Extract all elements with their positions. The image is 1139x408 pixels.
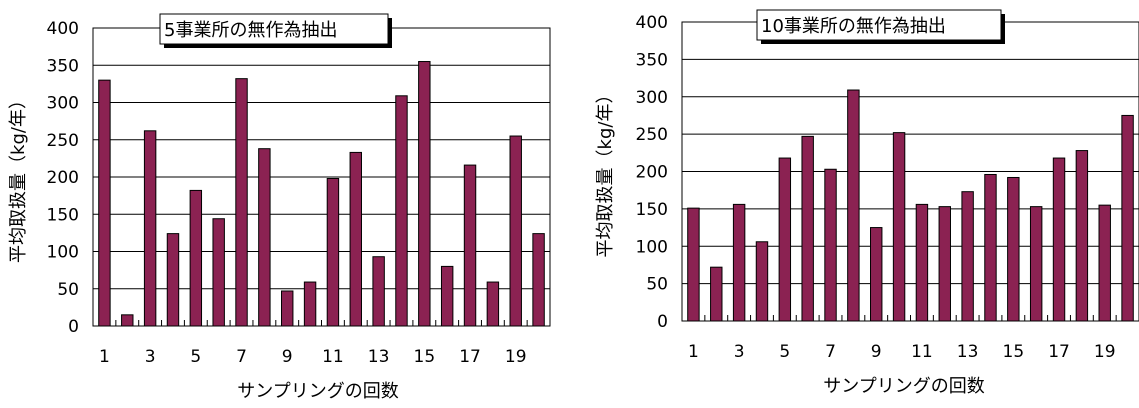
x-tick-label: 19: [1094, 342, 1116, 362]
x-tick-label: 13: [957, 342, 979, 362]
bar-7: [235, 78, 248, 327]
bar-17: [463, 164, 477, 327]
x-tick-label: 1: [688, 342, 699, 362]
y-tick-label: 300: [636, 88, 668, 108]
y-tick-label: 150: [47, 205, 79, 225]
bar-14: [395, 95, 408, 327]
bar-10: [303, 281, 317, 327]
title-box: [159, 13, 389, 45]
y-tick-label: 200: [636, 163, 668, 183]
x-tick-label: 5: [190, 347, 201, 367]
x-tick-label: 19: [505, 347, 527, 367]
bar-4: [755, 241, 769, 322]
bar-1: [687, 207, 700, 322]
y-tick-label: 400: [47, 19, 79, 39]
y-tick-label: 250: [636, 125, 668, 145]
bar-11: [915, 203, 929, 322]
bar-12: [938, 206, 951, 322]
x-tick-label: 9: [871, 342, 882, 362]
bar-2: [710, 266, 723, 322]
bar-20: [532, 233, 545, 327]
title-box: [756, 9, 1002, 41]
y-tick-label: 350: [47, 56, 79, 76]
x-tick-label: 11: [322, 347, 344, 367]
bar-2: [121, 314, 134, 327]
bar-9: [870, 227, 883, 322]
bar-18: [1075, 150, 1089, 322]
y-tick-label: 0: [657, 312, 668, 332]
y-tick-label: 400: [636, 13, 668, 33]
bar-5: [189, 189, 203, 327]
x-tick-label: 11: [911, 342, 933, 362]
y-axis-label: 平均取扱量（kg/年）: [595, 86, 616, 258]
y-tick-label: 50: [57, 280, 79, 300]
bar-3: [732, 203, 746, 322]
bar-15: [1007, 176, 1020, 322]
bar-4: [166, 233, 180, 327]
bar-19: [509, 135, 522, 327]
bar-17: [1052, 157, 1066, 322]
y-tick-label: 150: [636, 200, 668, 220]
x-tick-label: 9: [282, 347, 293, 367]
y-tick-label: 350: [636, 50, 668, 70]
bar-3: [143, 130, 157, 327]
y-tick-label: 300: [47, 94, 79, 114]
bar-18: [486, 281, 500, 327]
bar-8: [258, 148, 271, 327]
x-tick-label: 17: [1048, 342, 1070, 362]
y-axis-label: 平均取扱量（kg/年）: [8, 91, 29, 263]
bar-6: [801, 135, 814, 322]
bar-19: [1098, 204, 1111, 322]
x-tick-label: 1: [99, 347, 110, 367]
chart-title: 10事業所の無作為抽出: [761, 16, 946, 37]
y-tick-label: 250: [47, 131, 79, 151]
y-tick-label: 100: [47, 243, 79, 263]
bar-5: [778, 157, 792, 322]
bar-13: [961, 191, 974, 322]
bar-6: [212, 218, 225, 327]
bar-1: [98, 79, 111, 327]
bar-16: [440, 265, 454, 327]
chart-title: 5事業所の無作為抽出: [164, 20, 337, 41]
y-tick-label: 0: [68, 317, 79, 337]
x-tick-label: 15: [1003, 342, 1025, 362]
bar-8: [847, 89, 860, 322]
x-axis-label: サンプリングの回数: [237, 381, 398, 402]
y-tick-label: 50: [646, 275, 668, 295]
x-tick-label: 7: [825, 342, 836, 362]
bar-15: [418, 61, 431, 327]
y-tick-label: 200: [47, 168, 79, 188]
bar-10: [892, 132, 906, 322]
x-tick-label: 5: [779, 342, 790, 362]
x-tick-label: 3: [145, 347, 156, 367]
bar-7: [824, 168, 837, 322]
x-axis-label: サンプリングの回数: [823, 376, 984, 397]
x-tick-label: 13: [368, 347, 390, 367]
bar-14: [984, 173, 997, 322]
y-tick-label: 100: [636, 237, 668, 257]
x-tick-label: 15: [414, 347, 436, 367]
bar-20: [1121, 114, 1134, 322]
x-tick-label: 7: [236, 347, 247, 367]
bar-16: [1029, 206, 1043, 322]
bar-11: [326, 177, 340, 327]
bar-12: [349, 151, 362, 327]
x-tick-label: 3: [734, 342, 745, 362]
bar-13: [372, 256, 385, 327]
bar-9: [281, 290, 294, 327]
x-tick-label: 17: [459, 347, 481, 367]
